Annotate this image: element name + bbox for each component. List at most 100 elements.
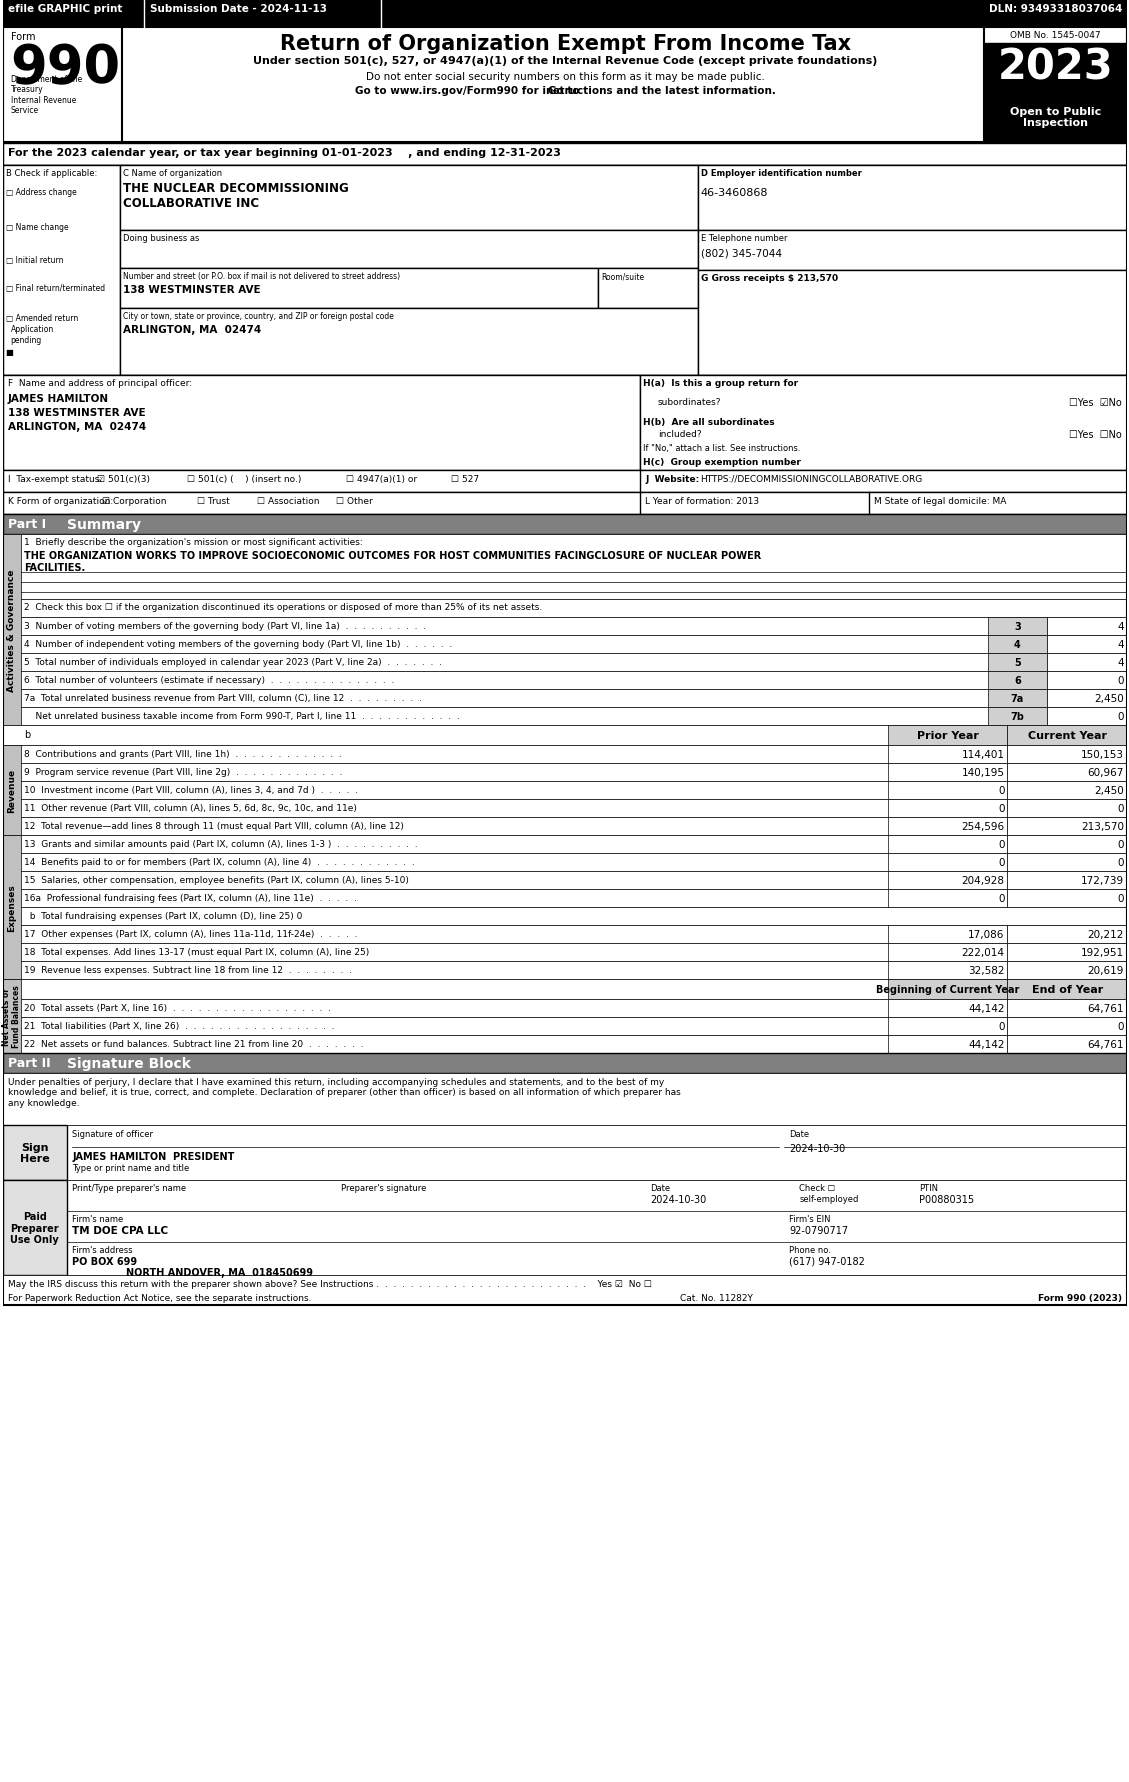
Text: 46-3460868: 46-3460868 xyxy=(701,187,768,198)
Text: JAMES HAMILTON  PRESIDENT: JAMES HAMILTON PRESIDENT xyxy=(72,1151,235,1162)
Bar xyxy=(988,654,1048,672)
Text: Type or print name and title: Type or print name and title xyxy=(72,1164,190,1173)
Text: Part I: Part I xyxy=(8,519,46,531)
Bar xyxy=(2,654,1127,672)
Bar xyxy=(598,269,698,308)
Bar xyxy=(2,836,1127,854)
Bar xyxy=(2,1126,68,1180)
Bar xyxy=(2,29,1127,143)
Text: Doing business as: Doing business as xyxy=(123,233,200,242)
Text: 3: 3 xyxy=(1014,622,1021,631)
Text: If "No," attach a list. See instructions.: If "No," attach a list. See instructions… xyxy=(644,444,800,453)
Text: 64,761: 64,761 xyxy=(1087,1003,1124,1014)
Text: E Telephone number: E Telephone number xyxy=(701,233,787,242)
Text: THE ORGANIZATION WORKS TO IMPROVE SOCIOECONOMIC OUTCOMES FOR HOST COMMUNITIES FA: THE ORGANIZATION WORKS TO IMPROVE SOCIOE… xyxy=(24,551,761,572)
Text: 254,596: 254,596 xyxy=(961,822,1005,832)
Bar xyxy=(1007,925,1127,943)
Text: ■: ■ xyxy=(6,347,14,356)
Text: HTTPS://DECOMMISSIONINGCOLLABORATIVE.ORG: HTTPS://DECOMMISSIONINGCOLLABORATIVE.ORG xyxy=(700,474,922,483)
Text: Room/suite: Room/suite xyxy=(601,273,645,282)
Bar xyxy=(2,980,1127,1000)
Text: 7a: 7a xyxy=(1010,693,1024,704)
Bar xyxy=(2,144,1127,166)
Text: ☐ Association: ☐ Association xyxy=(256,497,320,506)
Bar xyxy=(2,943,1127,962)
Bar xyxy=(887,1018,1007,1035)
Text: F  Name and address of principal officer:: F Name and address of principal officer: xyxy=(8,380,192,388)
Text: B Check if applicable:: B Check if applicable: xyxy=(6,169,97,178)
Bar xyxy=(2,636,1127,654)
Text: 5  Total number of individuals employed in calendar year 2023 (Part V, line 2a) : 5 Total number of individuals employed i… xyxy=(24,658,441,666)
Bar xyxy=(2,725,1127,745)
Bar xyxy=(1007,763,1127,782)
Bar xyxy=(2,376,640,470)
Bar xyxy=(988,690,1048,707)
Text: 7a  Total unrelated business revenue from Part VIII, column (C), line 12  .  .  : 7a Total unrelated business revenue from… xyxy=(24,693,421,702)
Text: 15  Salaries, other compensation, employee benefits (Part IX, column (A), lines : 15 Salaries, other compensation, employe… xyxy=(24,875,409,884)
Text: 6: 6 xyxy=(1014,675,1021,686)
Text: H(c)  Group exemption number: H(c) Group exemption number xyxy=(644,458,800,467)
Text: Prior Year: Prior Year xyxy=(917,731,979,741)
Bar xyxy=(2,1018,1127,1035)
Bar xyxy=(1007,962,1127,980)
Bar xyxy=(2,1126,1127,1180)
Bar xyxy=(887,871,1007,889)
Text: Department of the
Treasury
Internal Revenue
Service: Department of the Treasury Internal Reve… xyxy=(10,75,82,114)
Text: b: b xyxy=(24,729,29,740)
Bar xyxy=(2,376,1127,470)
Bar xyxy=(2,854,1127,871)
Text: □ Initial return: □ Initial return xyxy=(6,257,63,266)
Text: 0: 0 xyxy=(1118,804,1124,814)
Text: May the IRS discuss this return with the preparer shown above? See Instructions : May the IRS discuss this return with the… xyxy=(8,1279,651,1288)
Bar xyxy=(2,1073,1127,1126)
Bar xyxy=(120,269,598,308)
Text: Summary: Summary xyxy=(68,519,141,531)
Bar xyxy=(2,618,1127,636)
Text: 11  Other revenue (Part VIII, column (A), lines 5, 6d, 8c, 9c, 10c, and 11e): 11 Other revenue (Part VIII, column (A),… xyxy=(24,804,357,813)
Text: ☐Yes  ☐No: ☐Yes ☐No xyxy=(1069,429,1122,440)
Bar xyxy=(1007,818,1127,836)
Bar xyxy=(887,763,1007,782)
Text: Form: Form xyxy=(10,32,35,43)
Bar xyxy=(1048,672,1127,690)
Text: ☐ 4947(a)(1) or: ☐ 4947(a)(1) or xyxy=(347,474,418,483)
Text: 2024-10-30: 2024-10-30 xyxy=(650,1194,707,1205)
Text: (617) 947-0182: (617) 947-0182 xyxy=(789,1256,865,1267)
Text: Under penalties of perjury, I declare that I have examined this return, includin: Under penalties of perjury, I declare th… xyxy=(8,1078,681,1107)
Text: 2,450: 2,450 xyxy=(1094,786,1124,795)
Text: 9  Program service revenue (Part VIII, line 2g)  .  .  .  .  .  .  .  .  .  .  .: 9 Program service revenue (Part VIII, li… xyxy=(24,768,342,777)
Bar xyxy=(2,818,1127,836)
Bar xyxy=(2,1180,68,1276)
Text: Net Assets or
Fund Balances: Net Assets or Fund Balances xyxy=(2,985,21,1048)
Text: ☐ Other: ☐ Other xyxy=(336,497,373,506)
Text: ☐ 501(c) (    ) (insert no.): ☐ 501(c) ( ) (insert no.) xyxy=(187,474,301,483)
Bar xyxy=(2,1180,1127,1276)
Text: 138 WESTMINSTER AVE: 138 WESTMINSTER AVE xyxy=(8,408,146,417)
Bar xyxy=(887,800,1007,818)
Bar xyxy=(698,166,1127,232)
Bar xyxy=(2,166,120,376)
Bar xyxy=(887,782,1007,800)
Bar xyxy=(1048,707,1127,725)
Text: Go to www.irs.gov/Form990 for instructions and the latest information.: Go to www.irs.gov/Form990 for instructio… xyxy=(355,86,776,96)
Bar xyxy=(2,782,1127,800)
Text: Signature of officer: Signature of officer xyxy=(72,1130,154,1139)
Bar xyxy=(698,271,1127,376)
Bar xyxy=(1048,618,1127,636)
Text: K Form of organization:: K Form of organization: xyxy=(8,497,113,506)
Text: G Gross receipts $ 213,570: G Gross receipts $ 213,570 xyxy=(701,274,838,283)
Text: 16a  Professional fundraising fees (Part IX, column (A), line 11e)  .  .  .  .  : 16a Professional fundraising fees (Part … xyxy=(24,893,357,902)
Text: Beginning of Current Year: Beginning of Current Year xyxy=(876,984,1019,994)
Text: Return of Organization Exempt From Income Tax: Return of Organization Exempt From Incom… xyxy=(280,34,851,53)
Bar xyxy=(983,93,1127,143)
Text: 17  Other expenses (Part IX, column (A), lines 11a-11d, 11f-24e)  .  .  .  .  .: 17 Other expenses (Part IX, column (A), … xyxy=(24,930,357,939)
Text: M State of legal domicile: MA: M State of legal domicile: MA xyxy=(874,497,1006,506)
Text: End of Year: End of Year xyxy=(1032,984,1103,994)
Text: 1  Briefly describe the organization's mission or most significant activities:: 1 Briefly describe the organization's mi… xyxy=(24,538,362,547)
Text: H(b)  Are all subordinates: H(b) Are all subordinates xyxy=(644,417,774,426)
Text: 0: 0 xyxy=(1118,839,1124,850)
Text: 0: 0 xyxy=(998,839,1005,850)
Text: L Year of formation: 2013: L Year of formation: 2013 xyxy=(645,497,759,506)
Text: Check ☐: Check ☐ xyxy=(799,1183,835,1192)
Text: 150,153: 150,153 xyxy=(1080,750,1124,759)
